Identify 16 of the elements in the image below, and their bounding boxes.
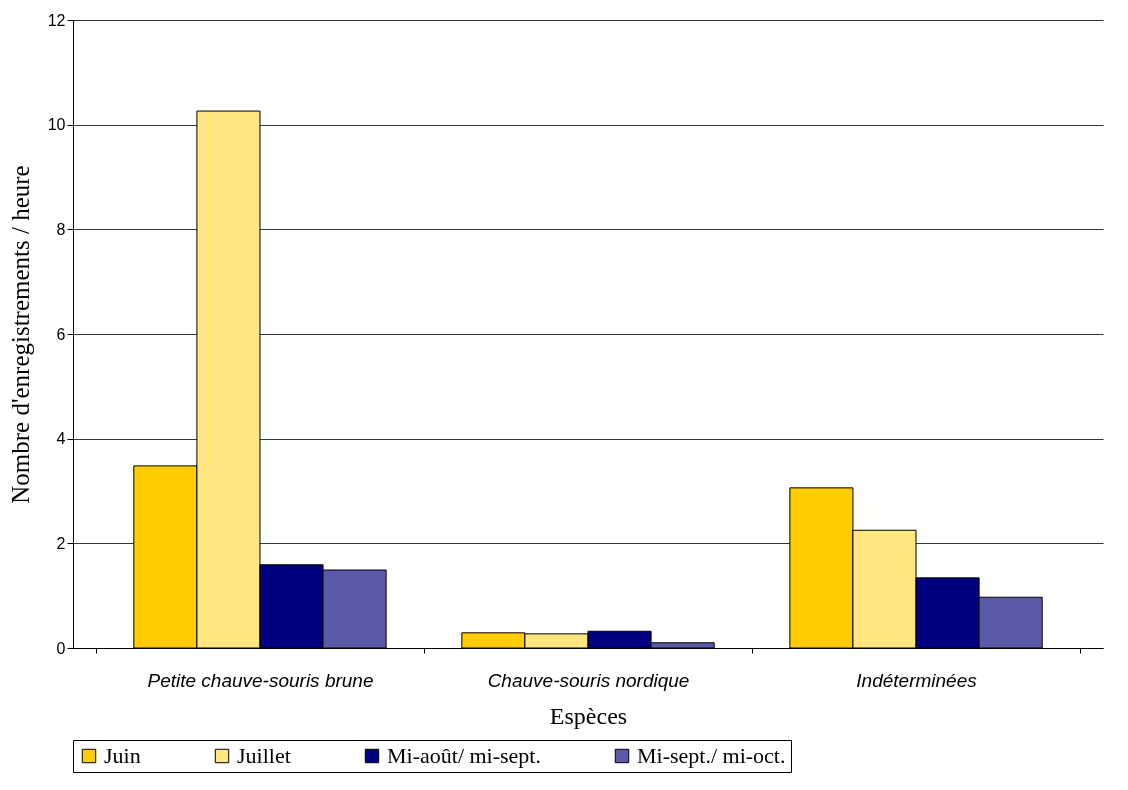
y-axis-title: Nombre d'enregistrements / heure — [6, 165, 34, 504]
y-tick-label: 8 — [56, 220, 66, 238]
x-tick-label: Chauve-souris nordique — [487, 669, 690, 691]
x-tick-label: Petite chauve-souris brune — [147, 669, 374, 691]
y-tick-label: 2 — [56, 534, 66, 552]
y-tick-label: 12 — [47, 11, 66, 29]
legend-label: Juin — [104, 743, 141, 768]
y-tick-label: 10 — [47, 116, 66, 134]
y-tick-label: 0 — [56, 639, 66, 657]
y-tick-label: 4 — [56, 430, 66, 448]
legend-label: Juillet — [237, 743, 291, 768]
x-axis-title: Espèces — [549, 702, 628, 729]
y-tick-label: 6 — [56, 325, 66, 343]
x-tick-label: Indéterminées — [856, 669, 978, 691]
legend-label: Mi-août/ mi-sept. — [387, 743, 541, 768]
legend-label: Mi-sept./ mi-oct. — [637, 743, 786, 768]
